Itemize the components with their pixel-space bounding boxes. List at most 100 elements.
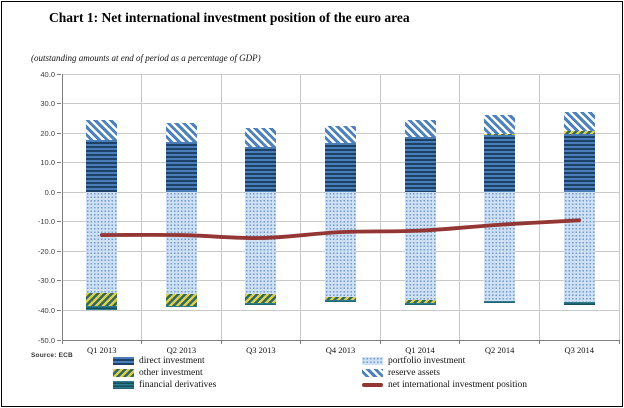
stacked-bar xyxy=(484,74,516,340)
legend-item-direct_investment: direct investment xyxy=(113,355,205,366)
bar-segment-other_investment xyxy=(563,130,595,135)
bar-segment-portfolio_investment xyxy=(484,192,516,301)
y-axis-tick xyxy=(57,191,61,193)
bar-segment-direct_investment xyxy=(165,142,197,193)
y-axis-tick xyxy=(57,221,61,223)
y-axis-tick xyxy=(57,339,61,341)
bar-segment-financial_derivatives xyxy=(165,305,197,308)
chart-subtitle: (outstanding amounts at end of period as… xyxy=(31,53,261,63)
stacked-bar xyxy=(325,74,356,340)
bar-segment-portfolio_investment xyxy=(563,192,595,302)
x-axis-tick xyxy=(300,340,302,344)
bar-segment-financial_derivatives xyxy=(404,303,436,306)
bar-segment-reserve_assets xyxy=(86,120,118,141)
y-axis-label: 10.0 xyxy=(40,158,55,168)
x-axis-tick xyxy=(61,340,63,344)
bar-segment-reserve_assets xyxy=(563,111,595,131)
bar-segment-financial_derivatives xyxy=(484,300,516,304)
legend-swatch-portfolio_investment xyxy=(362,356,383,365)
bar-segment-other_investment xyxy=(86,292,118,306)
legend-item-other_investment: other investment xyxy=(113,367,203,378)
bar-segment-other_investment xyxy=(165,294,197,306)
bar-segment-other_investment xyxy=(404,299,436,304)
bar-segment-direct_investment xyxy=(563,134,595,193)
x-axis-label: Q2 2013 xyxy=(166,345,197,355)
bar-segment-reserve_assets xyxy=(484,115,516,135)
bar-segment-direct_investment xyxy=(245,146,277,193)
bar-segment-financial_derivatives xyxy=(563,301,595,305)
y-gridline xyxy=(62,103,619,105)
chart-title: Chart 1: Net international investment po… xyxy=(49,10,410,25)
x-axis-label: Q4 2013 xyxy=(325,345,356,355)
bar-segment-financial_derivatives xyxy=(325,299,356,302)
x-axis-label: Q3 2013 xyxy=(246,345,276,355)
y-axis-label: -40.0 xyxy=(37,305,55,315)
x-gridline xyxy=(538,74,540,340)
y-axis-tick xyxy=(57,73,61,75)
bar-segment-direct_investment xyxy=(325,143,356,193)
legend-label-financial_derivatives: financial derivatives xyxy=(139,379,217,390)
stacked-bar xyxy=(404,74,436,340)
legend-swatch-other_investment xyxy=(113,368,134,377)
x-gridline xyxy=(618,74,620,340)
x-axis-tick xyxy=(379,340,381,344)
stacked-bar xyxy=(86,74,118,340)
legend-label-portfolio_investment: portfolio investment xyxy=(388,355,466,366)
x-gridline xyxy=(459,74,461,340)
bar-segment-financial_derivatives xyxy=(245,302,277,306)
x-axis-tick xyxy=(141,340,143,344)
legend-item-financial_derivatives: financial derivatives xyxy=(113,379,216,390)
bar-segment-direct_investment xyxy=(484,135,516,193)
bar-segment-portfolio_investment xyxy=(165,192,197,295)
x-axis-tick xyxy=(220,340,222,344)
y-axis-label: 20.0 xyxy=(40,128,55,138)
bar-segment-portfolio_investment xyxy=(404,192,436,300)
legend-label-net_iip: net international investment position xyxy=(388,379,528,390)
legend-label-other_investment: other investment xyxy=(139,367,203,378)
y-axis-label: 40.0 xyxy=(40,69,55,79)
stacked-bar xyxy=(563,74,595,340)
y-axis-tick xyxy=(57,103,61,105)
y-axis-label: 30.0 xyxy=(40,99,55,109)
plot-area: 40.0 30.0 20.0 10.0 0.0 -10.0 -20.0 -30.0 -40.0 -… xyxy=(38,70,620,355)
x-gridline xyxy=(141,74,143,340)
x-axis-tick xyxy=(459,340,461,344)
x-gridline xyxy=(300,74,302,340)
legend-swatch-direct_investment xyxy=(113,356,134,365)
bar-segment-financial_derivatives xyxy=(86,306,118,310)
bar-segment-other_investment xyxy=(325,296,356,300)
x-axis-label: Q1 2014 xyxy=(405,345,435,355)
legend-swatch-financial_derivatives xyxy=(113,380,134,389)
bar-segment-other_investment xyxy=(245,294,277,303)
x-axis-label: Q1 2013 xyxy=(87,345,117,355)
x-gridline xyxy=(379,74,381,340)
y-axis-label: -30.0 xyxy=(37,276,55,286)
bar-segment-portfolio_investment xyxy=(325,192,356,297)
y-axis-label: -50.0 xyxy=(37,335,55,345)
stacked-bar xyxy=(245,74,277,340)
x-axis-tick xyxy=(618,340,620,344)
x-gridline xyxy=(61,74,63,340)
y-axis-tick xyxy=(57,250,61,252)
bar-segment-reserve_assets xyxy=(325,126,356,144)
y-axis-tick xyxy=(57,309,61,311)
legend-item-reserve_assets: reserve assets xyxy=(362,367,440,378)
y-gridline xyxy=(62,73,619,75)
x-axis-label: Q3 2014 xyxy=(564,345,594,355)
bar-segment-reserve_assets xyxy=(404,119,436,137)
legend-swatch-reserve_assets xyxy=(362,368,383,377)
bar-segment-portfolio_investment xyxy=(86,192,118,293)
y-axis-tick xyxy=(57,162,61,164)
y-axis-label: -10.0 xyxy=(37,217,55,227)
y-axis-tick xyxy=(57,132,61,134)
legend-swatch-net_iip xyxy=(362,382,383,387)
stacked-bar xyxy=(165,74,197,340)
legend-label-direct_investment: direct investment xyxy=(139,355,205,366)
x-gridline xyxy=(220,74,222,340)
bar-segment-portfolio_investment xyxy=(245,192,277,295)
y-gridline xyxy=(62,309,619,311)
x-axis-tick xyxy=(538,340,540,344)
y-axis-label: 0.0 xyxy=(44,187,55,197)
x-axis-label: Q2 2014 xyxy=(484,345,515,355)
